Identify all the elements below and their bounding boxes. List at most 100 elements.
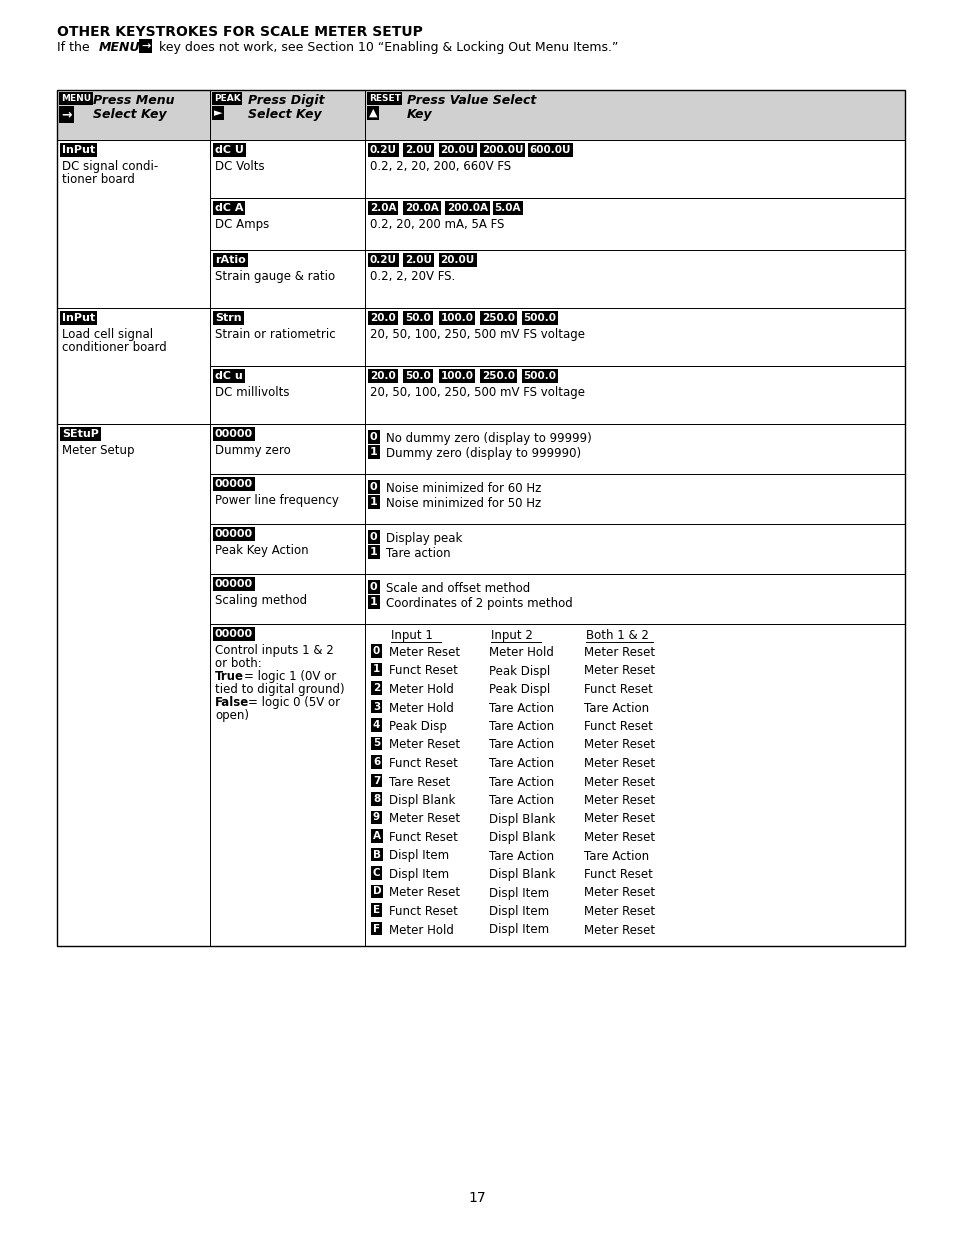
Text: Meter Reset: Meter Reset	[583, 739, 655, 752]
Text: 250.0: 250.0	[481, 312, 515, 324]
Text: 600.0U: 600.0U	[529, 144, 571, 156]
Text: ►: ►	[213, 107, 222, 119]
Text: Press Value Select: Press Value Select	[407, 94, 536, 107]
Text: Meter Reset: Meter Reset	[583, 757, 655, 769]
Text: 2.0U: 2.0U	[405, 144, 432, 156]
Text: DC millivolts: DC millivolts	[214, 387, 289, 399]
Text: Displ Item: Displ Item	[389, 850, 449, 862]
Text: rAtio: rAtio	[214, 254, 246, 266]
Text: Meter Reset: Meter Reset	[389, 887, 459, 899]
Bar	[210, 308, 365, 366]
Text: ▲: ▲	[369, 107, 377, 119]
Text: 17: 17	[468, 1191, 485, 1205]
Text: 20.0: 20.0	[370, 312, 395, 324]
Text: Displ Item: Displ Item	[489, 905, 549, 918]
Text: Funct Reset: Funct Reset	[583, 868, 652, 881]
Text: 1: 1	[373, 664, 380, 674]
Text: 0: 0	[370, 482, 377, 492]
Text: Dummy zero: Dummy zero	[214, 445, 291, 457]
Text: Key: Key	[407, 107, 432, 121]
Bar	[210, 198, 365, 249]
Text: Meter Setup: Meter Setup	[62, 445, 134, 457]
Bar	[57, 140, 210, 308]
Text: 3: 3	[373, 701, 380, 711]
Text: 0: 0	[370, 532, 377, 542]
Text: Peak Disp: Peak Disp	[389, 720, 446, 734]
Text: Displ Blank: Displ Blank	[389, 794, 455, 806]
Text: 100.0: 100.0	[440, 312, 473, 324]
Text: Peak Displ: Peak Displ	[489, 664, 550, 678]
Text: 500.0: 500.0	[523, 370, 556, 382]
Text: conditioner board: conditioner board	[62, 341, 167, 354]
Text: Meter Reset: Meter Reset	[583, 646, 655, 659]
Text: D: D	[373, 887, 381, 897]
Text: 0.2U: 0.2U	[370, 144, 396, 156]
Text: Funct Reset: Funct Reset	[583, 720, 652, 734]
Text: Meter Reset: Meter Reset	[583, 887, 655, 899]
Text: MENU: MENU	[99, 41, 140, 54]
Text: 500.0: 500.0	[523, 312, 556, 324]
Text: dC A: dC A	[214, 203, 243, 212]
Bar	[365, 249, 904, 308]
Bar	[365, 90, 904, 140]
Text: →: →	[141, 41, 151, 51]
Text: Display peak: Display peak	[386, 532, 462, 545]
Text: 00000: 00000	[214, 629, 253, 638]
Text: 00000: 00000	[214, 479, 253, 489]
Bar	[365, 474, 904, 524]
Text: Displ Blank: Displ Blank	[489, 831, 555, 844]
Text: Noise minimized for 60 Hz: Noise minimized for 60 Hz	[386, 482, 540, 495]
Text: B: B	[373, 850, 380, 860]
Bar	[365, 366, 904, 424]
Text: Noise minimized for 50 Hz: Noise minimized for 50 Hz	[386, 496, 540, 510]
Bar	[365, 424, 904, 474]
Text: 1: 1	[370, 597, 377, 606]
Text: Strain or ratiometric: Strain or ratiometric	[214, 329, 335, 341]
Text: Displ Item: Displ Item	[489, 887, 549, 899]
Text: 200.0U: 200.0U	[481, 144, 523, 156]
Text: 4: 4	[373, 720, 380, 730]
Text: OTHER KEYSTROKES FOR SCALE METER SETUP: OTHER KEYSTROKES FOR SCALE METER SETUP	[57, 25, 422, 40]
Text: DC signal condi-: DC signal condi-	[62, 161, 158, 173]
Text: 20.0U: 20.0U	[440, 254, 475, 266]
Bar	[210, 474, 365, 524]
Bar	[365, 624, 904, 946]
Text: Strn: Strn	[214, 312, 241, 324]
Text: 0: 0	[370, 582, 377, 592]
Text: 5.0A: 5.0A	[494, 203, 520, 212]
Text: Dummy zero (display to 999990): Dummy zero (display to 999990)	[386, 447, 580, 459]
Text: Funct Reset: Funct Reset	[389, 664, 457, 678]
Text: Displ Item: Displ Item	[389, 868, 449, 881]
Bar	[365, 140, 904, 198]
Text: Meter Hold: Meter Hold	[489, 646, 554, 659]
Text: open): open)	[214, 709, 249, 722]
Text: 20, 50, 100, 250, 500 mV FS voltage: 20, 50, 100, 250, 500 mV FS voltage	[370, 387, 584, 399]
Text: Funct Reset: Funct Reset	[583, 683, 652, 697]
Bar	[210, 524, 365, 574]
Text: Power line frequency: Power line frequency	[214, 494, 338, 508]
Bar	[57, 308, 210, 424]
Text: C: C	[373, 868, 380, 878]
Text: 0: 0	[370, 432, 377, 442]
Text: A: A	[373, 831, 380, 841]
Bar	[210, 424, 365, 474]
Bar	[210, 90, 365, 140]
Text: 1: 1	[370, 547, 377, 557]
Text: Meter Reset: Meter Reset	[583, 664, 655, 678]
Text: PEAK: PEAK	[213, 94, 240, 103]
Text: tioner board: tioner board	[62, 173, 134, 186]
Text: 20.0A: 20.0A	[405, 203, 438, 212]
Text: 5: 5	[373, 739, 380, 748]
Bar	[210, 140, 365, 198]
Text: 1: 1	[370, 447, 377, 457]
Text: Meter Reset: Meter Reset	[583, 831, 655, 844]
Text: 1: 1	[370, 496, 377, 508]
Text: 2.0U: 2.0U	[405, 254, 432, 266]
Text: F: F	[373, 924, 379, 934]
Text: 6: 6	[373, 757, 380, 767]
Text: Load cell signal: Load cell signal	[62, 329, 153, 341]
Text: Tare Action: Tare Action	[489, 850, 554, 862]
Text: Coordinates of 2 points method: Coordinates of 2 points method	[386, 597, 572, 610]
Text: True: True	[214, 671, 244, 683]
Text: Meter Reset: Meter Reset	[583, 794, 655, 806]
